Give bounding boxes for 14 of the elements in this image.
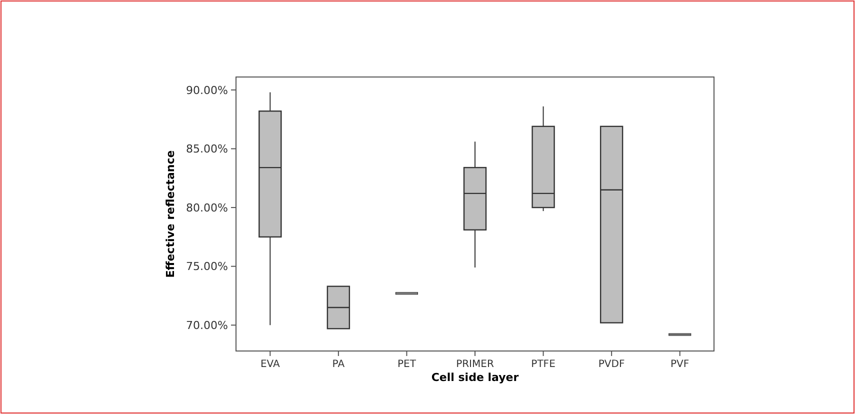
- x-tick-label: PA: [332, 359, 345, 370]
- x-tick-label: PET: [397, 359, 417, 370]
- x-tick-label: PRIMER: [456, 359, 494, 370]
- x-tick-label: PVDF: [598, 359, 625, 370]
- y-tick-label: 80.00%: [186, 201, 228, 214]
- y-axis-title: Effective reflectance: [164, 150, 177, 278]
- y-tick-label: 85.00%: [186, 142, 228, 156]
- y-tick-label: 70.00%: [186, 318, 228, 332]
- y-tick-label: 75.00%: [186, 260, 228, 274]
- x-tick-label: PTFE: [531, 359, 556, 370]
- y-tick-label: 90.00%: [186, 84, 228, 97]
- x-tick-label: PVF: [670, 359, 690, 370]
- x-tick-label: EVA: [260, 359, 280, 370]
- x-axis-title: Cell side layer: [431, 371, 520, 384]
